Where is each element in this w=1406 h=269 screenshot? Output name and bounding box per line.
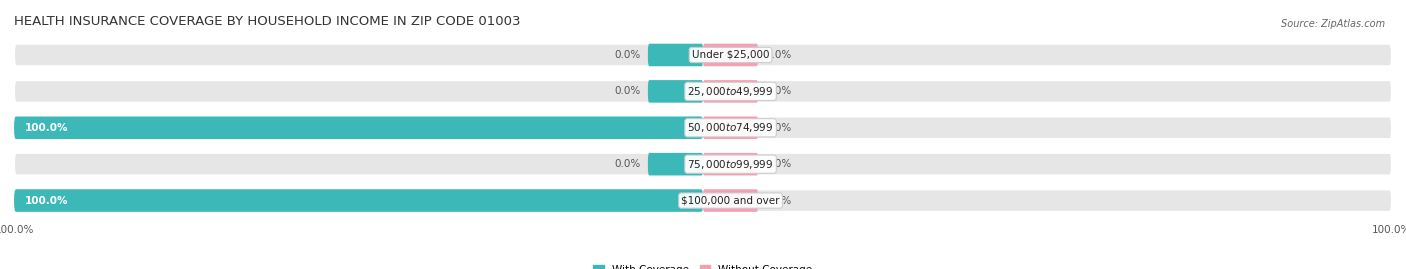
Text: 0.0%: 0.0% bbox=[765, 159, 792, 169]
Text: $100,000 and over: $100,000 and over bbox=[682, 196, 780, 206]
FancyBboxPatch shape bbox=[703, 44, 758, 66]
FancyBboxPatch shape bbox=[703, 116, 758, 139]
FancyBboxPatch shape bbox=[648, 153, 703, 175]
Legend: With Coverage, Without Coverage: With Coverage, Without Coverage bbox=[593, 265, 813, 269]
FancyBboxPatch shape bbox=[703, 189, 758, 212]
Text: 0.0%: 0.0% bbox=[614, 50, 641, 60]
Text: 0.0%: 0.0% bbox=[614, 159, 641, 169]
FancyBboxPatch shape bbox=[648, 80, 703, 103]
Text: 0.0%: 0.0% bbox=[765, 123, 792, 133]
FancyBboxPatch shape bbox=[14, 80, 1392, 103]
Text: 0.0%: 0.0% bbox=[765, 50, 792, 60]
Text: 0.0%: 0.0% bbox=[765, 86, 792, 96]
Text: 0.0%: 0.0% bbox=[614, 86, 641, 96]
Text: $25,000 to $49,999: $25,000 to $49,999 bbox=[688, 85, 773, 98]
FancyBboxPatch shape bbox=[703, 80, 758, 103]
Text: 100.0%: 100.0% bbox=[24, 123, 67, 133]
FancyBboxPatch shape bbox=[14, 189, 703, 212]
FancyBboxPatch shape bbox=[648, 44, 703, 66]
Text: $50,000 to $74,999: $50,000 to $74,999 bbox=[688, 121, 773, 134]
Text: HEALTH INSURANCE COVERAGE BY HOUSEHOLD INCOME IN ZIP CODE 01003: HEALTH INSURANCE COVERAGE BY HOUSEHOLD I… bbox=[14, 15, 520, 27]
Text: $75,000 to $99,999: $75,000 to $99,999 bbox=[688, 158, 773, 171]
FancyBboxPatch shape bbox=[14, 116, 1392, 139]
Text: 100.0%: 100.0% bbox=[24, 196, 67, 206]
FancyBboxPatch shape bbox=[14, 189, 1392, 212]
FancyBboxPatch shape bbox=[14, 153, 1392, 175]
Text: Under $25,000: Under $25,000 bbox=[692, 50, 769, 60]
Text: 0.0%: 0.0% bbox=[765, 196, 792, 206]
FancyBboxPatch shape bbox=[703, 153, 758, 175]
FancyBboxPatch shape bbox=[14, 116, 703, 139]
Text: Source: ZipAtlas.com: Source: ZipAtlas.com bbox=[1281, 19, 1385, 29]
FancyBboxPatch shape bbox=[14, 44, 1392, 66]
